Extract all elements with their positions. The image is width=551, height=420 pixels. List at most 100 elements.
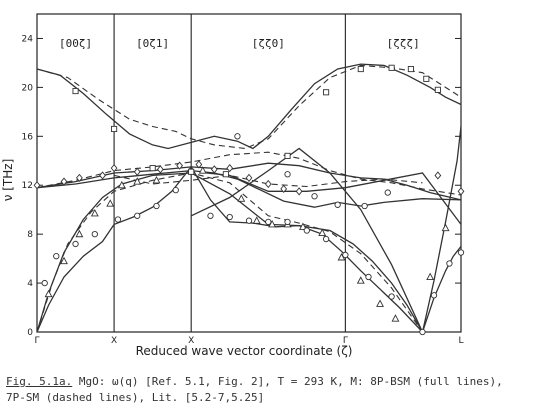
circle-point xyxy=(457,249,465,256)
x-tick-label: X xyxy=(111,336,117,346)
circle-point xyxy=(72,240,79,248)
circle-point xyxy=(234,133,241,140)
solid-branch-7 xyxy=(206,172,462,225)
diamond-point xyxy=(33,181,41,190)
diamond-point xyxy=(434,171,442,180)
x-axis-title: Reduced wave vector coordinate (ζ) xyxy=(136,344,353,358)
circle-point xyxy=(245,217,253,224)
solid-branch-2 xyxy=(36,162,462,201)
triangle-point xyxy=(133,177,142,185)
direction-label: [ζζζ] xyxy=(387,37,420,50)
direction-label: [ζζ0] xyxy=(252,37,285,50)
circle-point xyxy=(342,251,349,259)
figure-reference: Fig. 5.1a. xyxy=(6,375,73,388)
circle-point xyxy=(114,216,122,223)
y-axis-ticks: 0 4 8 12 16 20 24 xyxy=(22,34,461,338)
triangle-point xyxy=(376,299,385,307)
circle-point xyxy=(384,189,391,196)
direction-labels: [00ζ] [0ζ1] [ζζ0] [ζζζ] xyxy=(59,37,420,50)
circle-point xyxy=(172,186,179,194)
x-tick-label: Γ xyxy=(343,336,348,346)
triangle-point xyxy=(106,199,115,207)
dashed-branch-9 xyxy=(36,151,462,196)
y-tick-label: 12 xyxy=(22,181,33,191)
circle-point xyxy=(153,202,160,210)
diamond-point xyxy=(245,173,253,183)
triangle-point xyxy=(318,228,327,236)
circle-point xyxy=(284,171,291,178)
triangle-point xyxy=(152,175,161,184)
y-tick-label: 8 xyxy=(27,230,33,240)
dashed-branch-10 xyxy=(36,172,423,333)
experimental-points xyxy=(33,64,465,336)
circle-point xyxy=(303,227,310,234)
triangle-point xyxy=(391,314,400,322)
diamond-point xyxy=(195,160,203,169)
square-point xyxy=(222,171,229,178)
triangle-point xyxy=(60,256,68,265)
figure-caption: Fig. 5.1a. MgO: ω(q) [Ref. 5.1, Fig. 2],… xyxy=(6,374,546,406)
dashed-branch-8 xyxy=(36,64,462,150)
diamond-point xyxy=(156,165,164,174)
square-point xyxy=(423,75,430,82)
solid-branch-5 xyxy=(36,165,462,334)
circle-point xyxy=(207,212,214,219)
y-tick-label: 24 xyxy=(22,34,34,44)
diamond-point xyxy=(99,171,106,180)
solid-branch-1 xyxy=(36,63,462,150)
y-axis-title: ν [THz] xyxy=(1,159,15,202)
circle-point xyxy=(226,213,233,221)
circle-point xyxy=(265,218,272,226)
square-point xyxy=(323,89,330,96)
solid-branch-6 xyxy=(190,147,424,333)
y-tick-label: 4 xyxy=(27,279,33,289)
diamond-point xyxy=(110,163,118,173)
dispersion-chart: 0 4 8 12 16 20 24 Γ X X Γ L [00ζ] [0ζ1] [ζζ0] [ζζζ] ν… xyxy=(1,13,465,358)
diamond-point xyxy=(76,173,83,183)
diamond-point xyxy=(176,161,184,170)
triangle-point xyxy=(252,216,261,224)
circle-point xyxy=(361,202,368,210)
circle-point xyxy=(334,201,341,208)
triangle-point xyxy=(356,276,365,284)
circle-point xyxy=(311,193,318,200)
triangle-point xyxy=(441,223,450,232)
triangle-point xyxy=(426,272,435,281)
square-point xyxy=(357,65,364,73)
square-point xyxy=(388,64,395,71)
diamond-point xyxy=(264,179,272,189)
circle-point xyxy=(91,231,98,238)
direction-label: [00ζ] xyxy=(59,37,92,50)
diamond-point xyxy=(226,163,234,173)
circle-point xyxy=(365,273,372,281)
x-tick-label: Γ xyxy=(34,336,39,346)
square-point xyxy=(149,165,156,172)
triangle-point xyxy=(237,194,246,202)
circle-point xyxy=(322,235,330,243)
triangle-point xyxy=(198,166,207,174)
segment-separators xyxy=(113,14,346,332)
diamond-point xyxy=(133,167,141,176)
diamond-point xyxy=(280,184,288,194)
circle-point xyxy=(419,328,426,336)
square-point xyxy=(284,152,291,159)
dispersion-curves xyxy=(36,63,462,334)
circle-point xyxy=(430,292,438,299)
triangle-point xyxy=(75,229,84,238)
x-tick-label: L xyxy=(458,336,463,346)
direction-label: [0ζ1] xyxy=(136,37,169,50)
y-tick-label: 16 xyxy=(22,132,34,142)
diamond-point xyxy=(295,187,303,196)
caption-line-2: 7P-SM (dashed lines), Lit. [5.2-7,5.25] xyxy=(6,391,265,404)
circle-point xyxy=(134,212,141,219)
diamond-point xyxy=(457,187,465,196)
circle-point xyxy=(446,260,453,267)
square-point xyxy=(434,86,441,93)
circle-point xyxy=(53,253,60,260)
diamond-point xyxy=(210,165,218,174)
triangle-point xyxy=(117,180,126,189)
triangle-point xyxy=(44,289,53,298)
square-point xyxy=(407,65,414,73)
square-point xyxy=(111,125,118,133)
